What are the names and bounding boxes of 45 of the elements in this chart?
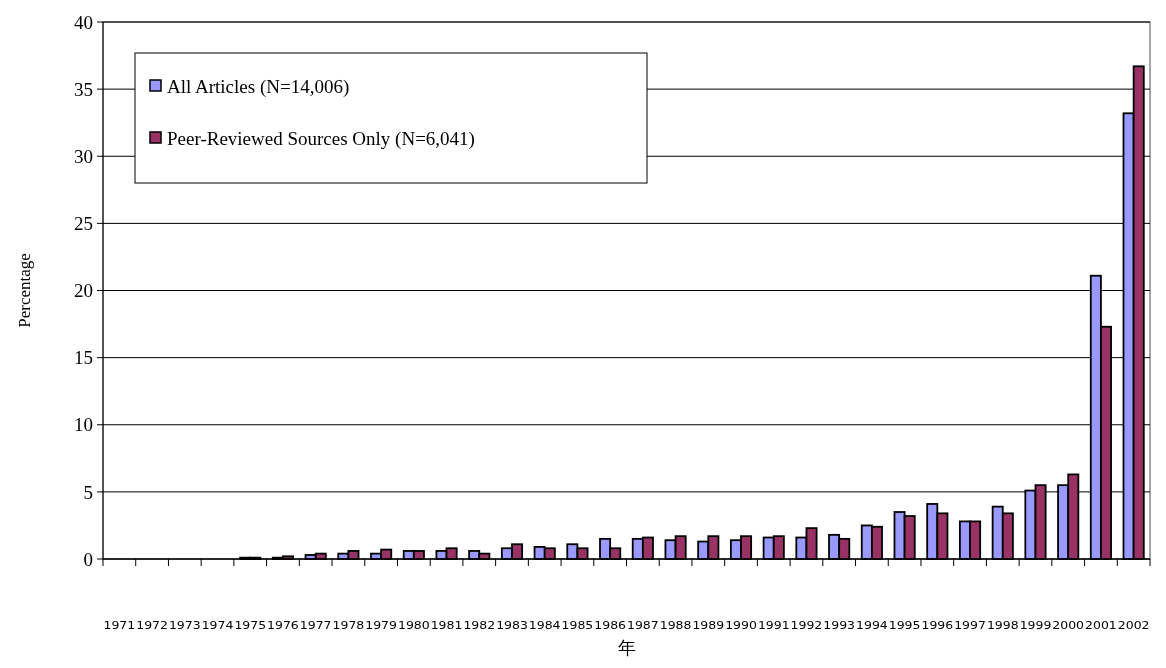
x-tick-label: 1985 bbox=[561, 619, 594, 631]
x-tick-label: 1984 bbox=[528, 619, 561, 631]
x-tick-label: 1977 bbox=[299, 619, 332, 631]
x-tick-label: 1989 bbox=[692, 619, 725, 631]
y-tick-label: 15 bbox=[74, 347, 93, 369]
x-tick-label: 1980 bbox=[397, 619, 430, 631]
x-tick-label: 1983 bbox=[496, 619, 528, 631]
x-tick-label: 1972 bbox=[136, 619, 168, 631]
y-tick-label: 0 bbox=[83, 548, 93, 570]
x-tick-label: 1979 bbox=[365, 619, 397, 631]
x-tick-label: 1988 bbox=[659, 619, 692, 631]
x-tick-label: 1995 bbox=[888, 619, 921, 631]
x-tick-label: 1987 bbox=[627, 619, 659, 631]
x-tick-label: 2001 bbox=[1085, 619, 1117, 631]
y-tick-label: 35 bbox=[74, 78, 93, 100]
x-tick-label: 1971 bbox=[103, 619, 136, 631]
x-tick-label: 1986 bbox=[594, 619, 627, 631]
x-tick-label: 1998 bbox=[986, 619, 1019, 631]
x-tick-label: 1994 bbox=[856, 619, 889, 631]
x-tick-label: 1993 bbox=[823, 619, 856, 631]
y-tick-label: 40 bbox=[74, 11, 93, 33]
x-tick-label: 1996 bbox=[921, 619, 954, 631]
y-tick-label: 30 bbox=[74, 145, 93, 167]
x-axis-title: 年 bbox=[617, 637, 636, 658]
y-tick-label: 20 bbox=[74, 280, 93, 302]
x-tick-label: 1999 bbox=[1019, 619, 1052, 631]
x-tick-label: 1992 bbox=[790, 619, 823, 631]
x-tick-label: 1978 bbox=[332, 619, 365, 631]
x-tick-label: 1981 bbox=[430, 619, 463, 631]
x-tick-label: 1973 bbox=[168, 619, 201, 631]
x-tick-label: 1997 bbox=[954, 619, 986, 631]
x-tick-label: 2000 bbox=[1052, 619, 1085, 631]
x-tick-label: 1990 bbox=[725, 619, 757, 631]
x-tick-label: 1991 bbox=[757, 619, 790, 631]
x-tick-label: 1974 bbox=[201, 619, 234, 631]
x-tick-label: 2002 bbox=[1117, 619, 1150, 631]
y-tick-label: 25 bbox=[74, 213, 93, 235]
y-tick-label: 5 bbox=[83, 481, 93, 503]
x-tick-label: 1975 bbox=[234, 619, 267, 631]
legend-label: All Articles (N=14,006) bbox=[167, 75, 350, 98]
y-tick-label: 10 bbox=[74, 414, 93, 436]
x-tick-label: 1982 bbox=[463, 619, 496, 631]
x-tick-label: 1976 bbox=[267, 619, 300, 631]
legend-label: Peer-Reviewed Sources Only (N=6,041) bbox=[167, 127, 475, 150]
y-axis-title: Percentage bbox=[15, 253, 34, 328]
